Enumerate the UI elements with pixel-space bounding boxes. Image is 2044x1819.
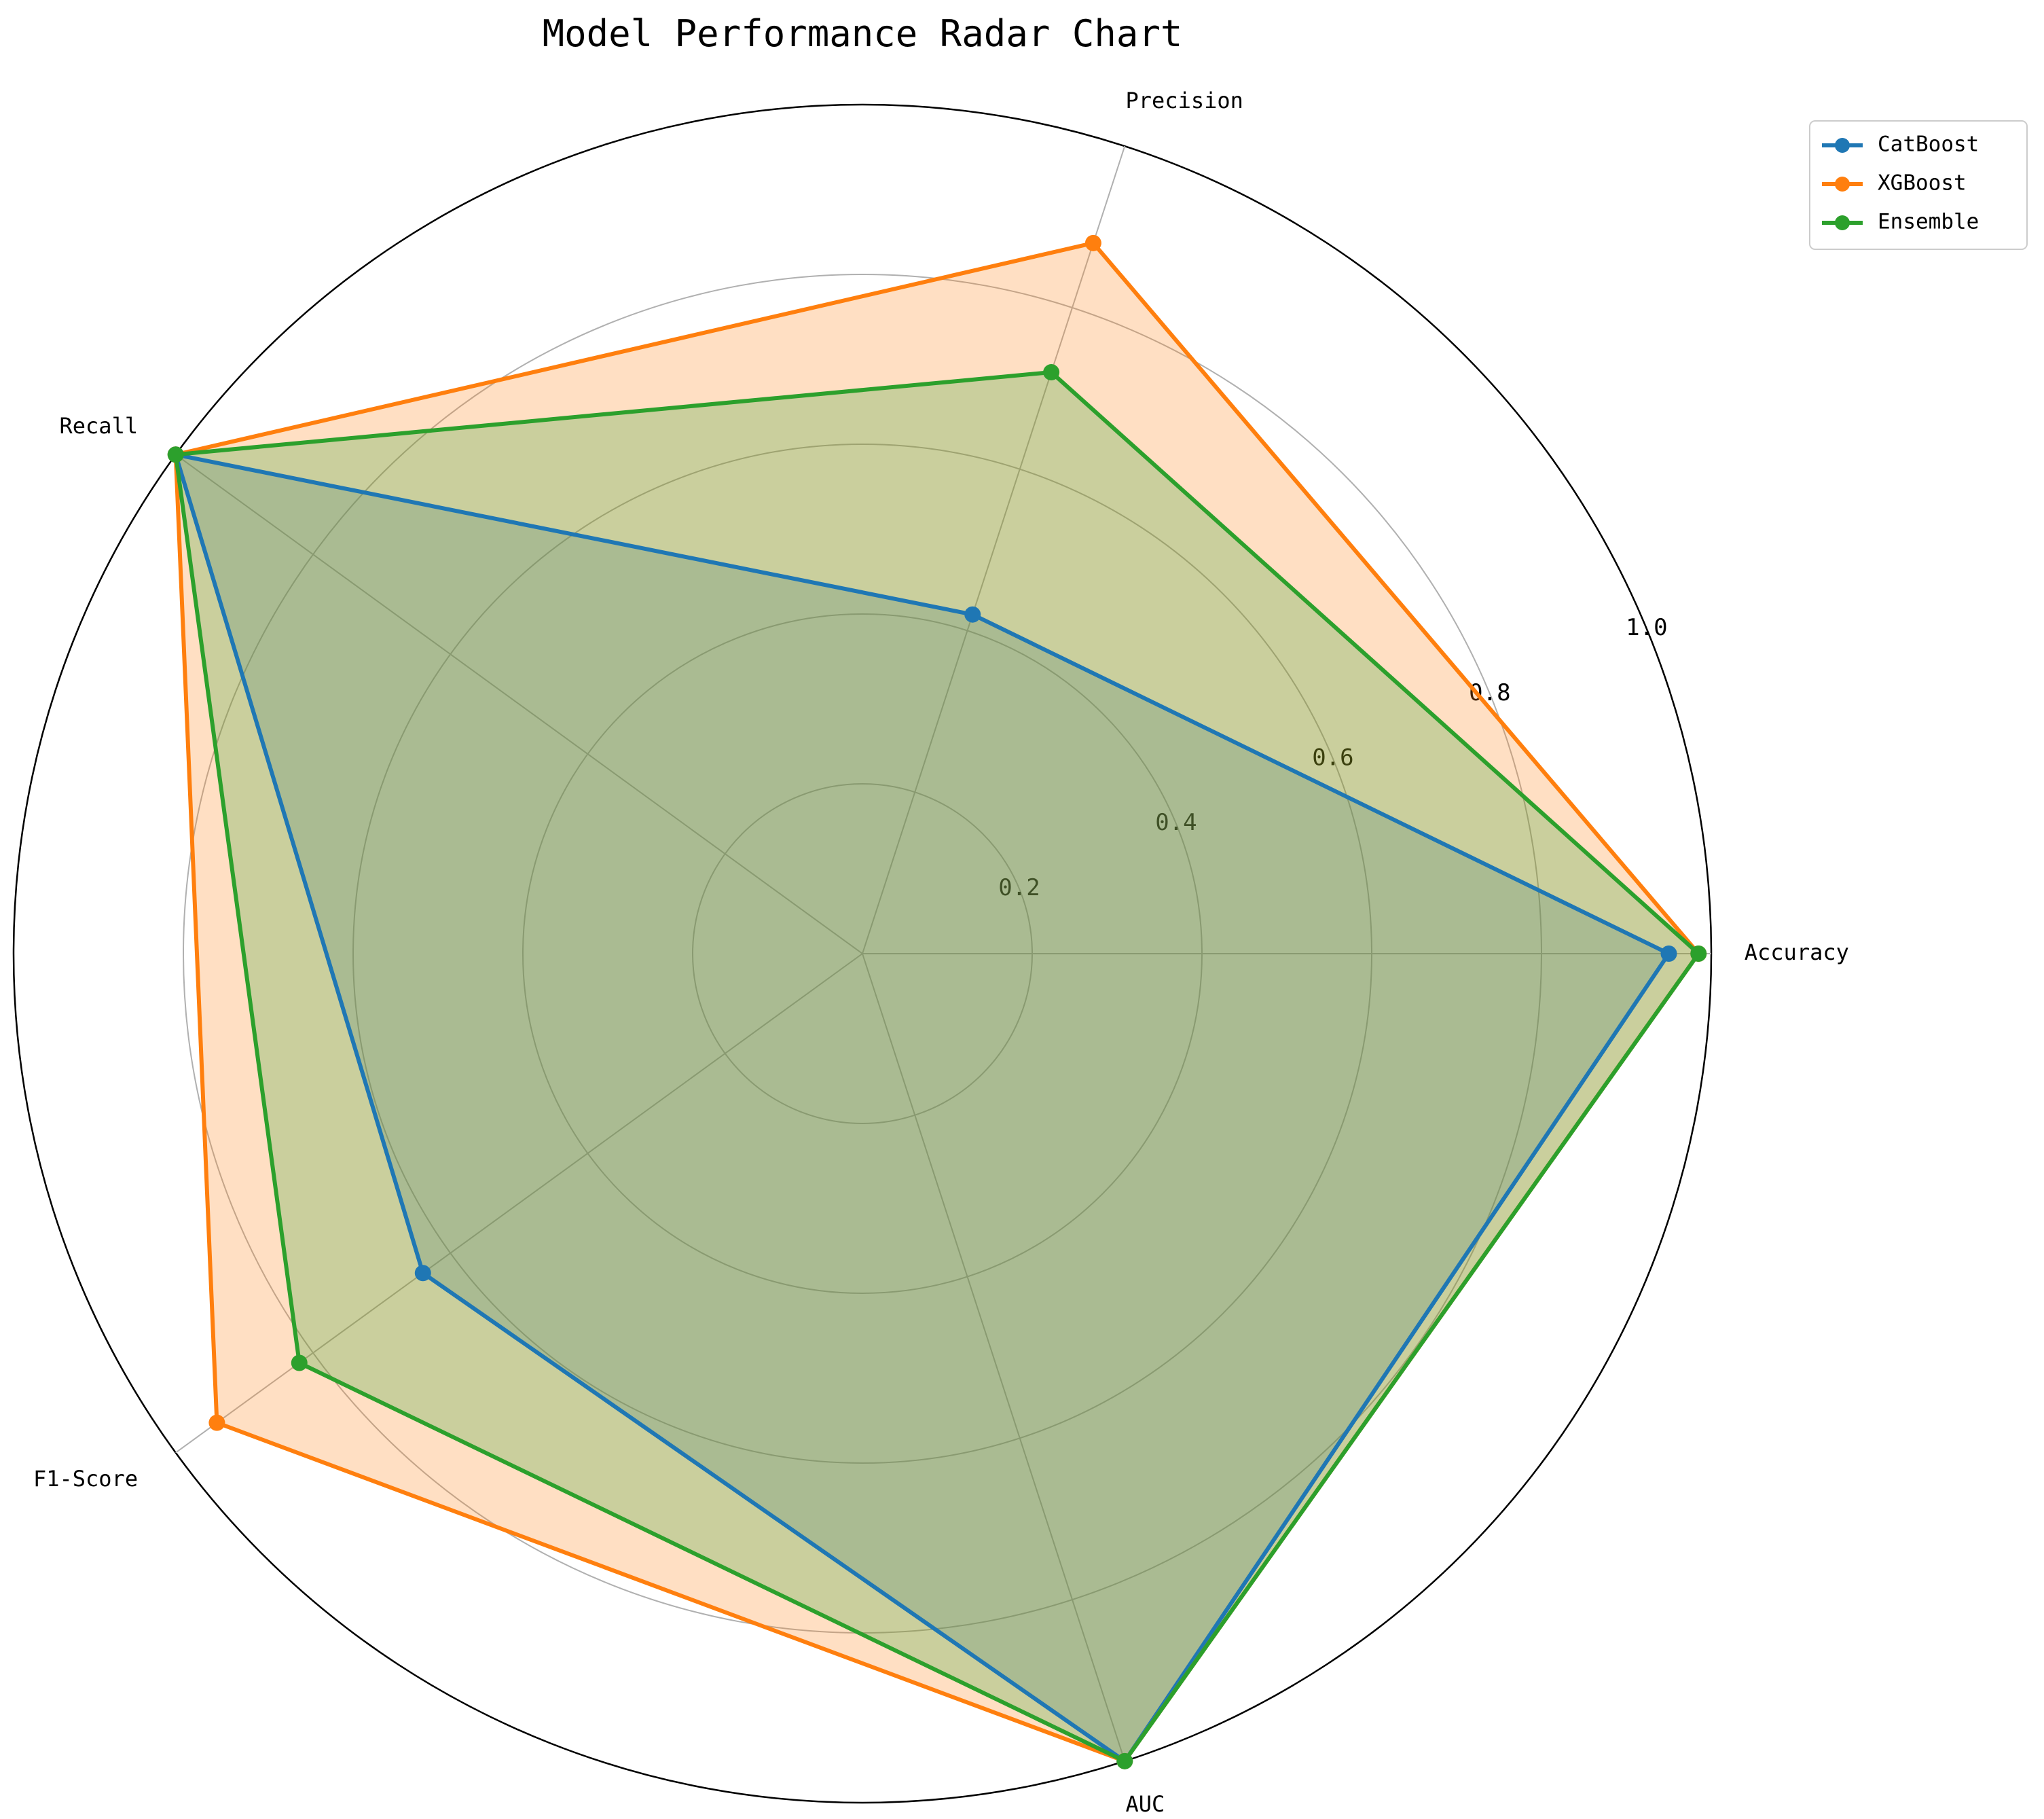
series-line-ensemble	[173, 370, 1701, 1763]
legend-label-xgboost: XGBoost	[1878, 171, 1967, 196]
legend-marker-catboost	[1835, 138, 1850, 153]
point-ensemble-precision	[1043, 364, 1060, 381]
legend-item-catboost[interactable]: CatBoost	[1822, 132, 1979, 157]
series-lines	[167, 234, 1707, 1769]
r-tick-label: 0.2	[998, 874, 1040, 901]
spoke-recall	[175, 454, 863, 954]
series-fills	[175, 242, 1699, 1761]
point-ensemble-recall	[167, 446, 184, 463]
series-fill-catboost	[175, 454, 1669, 1761]
chart-title: Model Performance Radar Chart	[543, 12, 1183, 55]
axis-label-precision: Precision	[1126, 88, 1243, 113]
axis-label-recall: Recall	[60, 413, 139, 439]
axis-label-auc: AUC	[1126, 1791, 1165, 1817]
spoke-f1-score	[175, 953, 863, 1454]
point-xgboost-f1-score	[208, 1414, 225, 1431]
spoke-auc	[862, 953, 1126, 1762]
axis-labels: Accuracy Precision Recall F1-Score AUC	[33, 88, 1849, 1817]
r-tick-label: 1.0	[1626, 614, 1667, 641]
series-fill-xgboost	[175, 242, 1699, 1761]
point-catboost-precision	[964, 606, 981, 623]
r-tick-label: 0.6	[1312, 744, 1353, 771]
point-catboost-accuracy	[1660, 945, 1677, 962]
legend-label-catboost: CatBoost	[1878, 132, 1979, 157]
series-line-catboost	[173, 452, 1671, 1763]
legend-frame	[1809, 120, 2028, 250]
legend-item-ensemble[interactable]: Ensemble	[1822, 210, 1979, 234]
point-xgboost-precision	[1084, 234, 1101, 251]
legend[interactable]: CatBoost XGBoost Ensemble	[1809, 120, 2028, 250]
legend-item-xgboost[interactable]: XGBoost	[1822, 171, 1967, 196]
legend-marker-xgboost	[1835, 177, 1850, 192]
point-ensemble-f1-score	[291, 1354, 308, 1371]
r-tick-label: 0.4	[1155, 809, 1197, 836]
spoke-precision	[862, 145, 1126, 954]
point-catboost-f1-score	[414, 1265, 431, 1282]
legend-label-ensemble: Ensemble	[1878, 210, 1979, 234]
legend-marker-ensemble	[1835, 215, 1850, 230]
axis-label-accuracy: Accuracy	[1745, 939, 1849, 965]
axis-label-f1-score: F1-Score	[33, 1466, 138, 1492]
point-ensemble-auc	[1116, 1752, 1133, 1769]
point-ensemble-accuracy	[1690, 945, 1707, 962]
series-fill-ensemble	[175, 372, 1699, 1761]
